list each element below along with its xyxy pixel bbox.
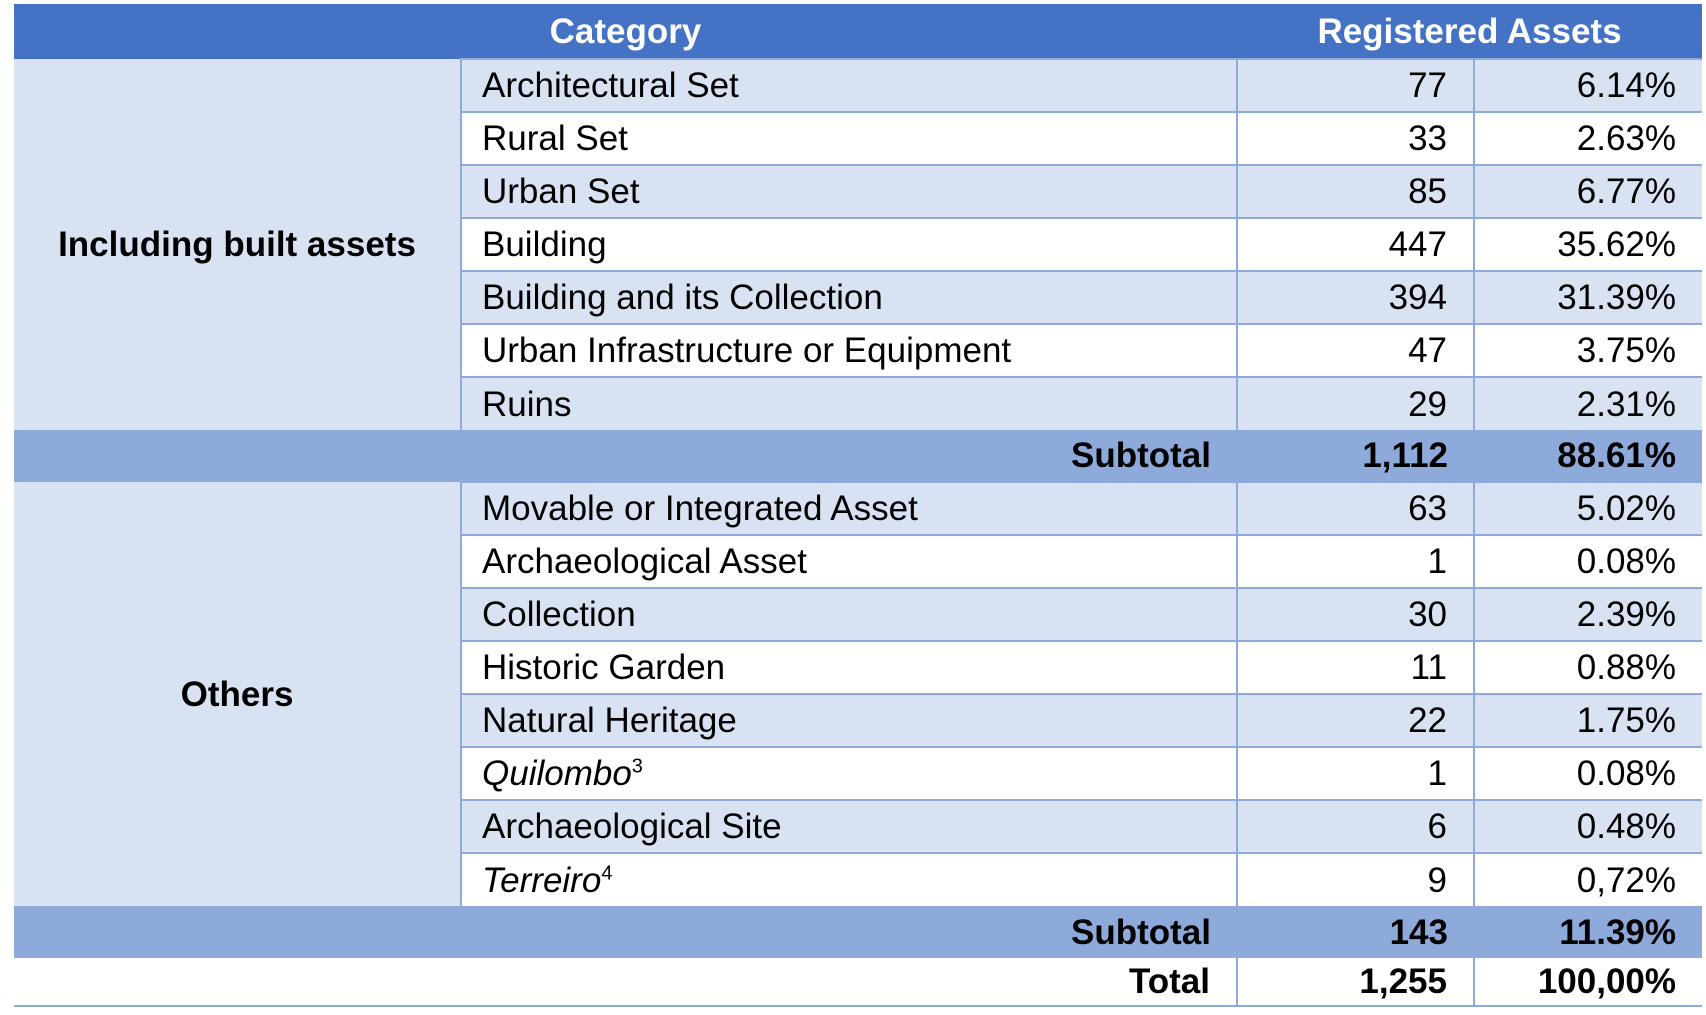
- header-category: Category: [14, 4, 1237, 59]
- header-registered-assets: Registered Assets: [1237, 4, 1702, 59]
- table-row: Terreiro4 9 0,72%: [14, 852, 1702, 906]
- category-name: Archaeological Asset: [482, 542, 807, 581]
- total-row: Total 1,255 100,00%: [14, 958, 1702, 1007]
- table-row: Urban Infrastructure or Equipment 47 3.75%: [14, 323, 1702, 377]
- category-name-cell: Building: [461, 217, 1238, 271]
- asset-percentage: 2.63%: [1474, 111, 1702, 165]
- table-row: Collection 30 2.39%: [14, 587, 1702, 641]
- table-row: Building and its Collection 394 31.39%: [14, 270, 1702, 324]
- category-name-cell: Archaeological Site: [461, 799, 1238, 853]
- table-row: Others Movable or Integrated Asset 63 5.02%: [14, 481, 1702, 906]
- asset-percentage: 2.31%: [1474, 376, 1702, 430]
- asset-count: 30: [1237, 587, 1475, 641]
- asset-percentage: 3.75%: [1474, 323, 1702, 377]
- category-name-cell: Terreiro4: [461, 852, 1238, 906]
- asset-count: 77: [1237, 58, 1475, 112]
- asset-count: 33: [1237, 111, 1475, 165]
- total-label: Total: [14, 958, 1238, 1007]
- asset-percentage: 35.62%: [1474, 217, 1702, 271]
- category-name: Rural Set: [482, 119, 628, 158]
- category-name: Ruins: [482, 384, 572, 424]
- total-percentage: 100,00%: [1474, 958, 1702, 1007]
- category-name: Architectural Set: [482, 66, 739, 105]
- subtotal-row: Subtotal 1,112 88.61%: [14, 430, 1702, 482]
- subtotal-percentage: 11.39%: [1474, 906, 1702, 958]
- asset-count: 394: [1237, 270, 1475, 324]
- category-name: Movable or Integrated Asset: [482, 489, 918, 528]
- asset-percentage: 0.08%: [1474, 534, 1702, 588]
- subtotal-label: Subtotal: [14, 906, 1237, 958]
- asset-count: 1: [1237, 746, 1475, 800]
- category-name: Urban Set: [482, 172, 640, 211]
- subtotal-count: 143: [1237, 906, 1474, 958]
- asset-percentage: 0.48%: [1474, 799, 1702, 853]
- asset-count: 85: [1237, 164, 1475, 218]
- category-name-cell: Collection: [461, 587, 1238, 641]
- category-name-cell: Rural Set: [461, 111, 1238, 165]
- table-row: Urban Set 85 6.77%: [14, 164, 1702, 218]
- asset-count: 1: [1237, 534, 1475, 588]
- category-name: Urban Infrastructure or Equipment: [482, 331, 1012, 370]
- asset-percentage: 5.02%: [1474, 481, 1702, 535]
- assets-table-container: Category Registered Assets Including bui…: [14, 4, 1702, 1007]
- asset-count: 447: [1237, 217, 1475, 271]
- category-name: Natural Heritage: [482, 701, 737, 740]
- asset-percentage: 0.88%: [1474, 640, 1702, 694]
- subtotal-label: Subtotal: [14, 430, 1237, 482]
- category-name: Terreiro: [482, 860, 602, 900]
- asset-count: 11: [1237, 640, 1475, 694]
- registered-assets-table: Category Registered Assets Including bui…: [14, 4, 1702, 1007]
- footnote-marker: 3: [631, 755, 643, 778]
- category-name-cell: Urban Infrastructure or Equipment: [461, 323, 1238, 377]
- category-name-cell: Movable or Integrated Asset: [461, 481, 1238, 535]
- asset-count: 6: [1237, 799, 1475, 853]
- category-name-cell: Archaeological Asset: [461, 534, 1238, 588]
- asset-count: 29: [1237, 376, 1475, 430]
- table-row: Archaeological Asset 1 0.08%: [14, 534, 1702, 588]
- group-label: Others: [14, 482, 462, 906]
- table-row: Quilombo3 1 0.08%: [14, 746, 1702, 800]
- table-row: Historic Garden 11 0.88%: [14, 640, 1702, 694]
- total-count: 1,255: [1237, 958, 1475, 1007]
- subtotal-row: Subtotal 143 11.39%: [14, 906, 1702, 958]
- category-name: Quilombo: [482, 754, 632, 793]
- table-row: Natural Heritage 22 1.75%: [14, 693, 1702, 747]
- category-name-cell: Historic Garden: [461, 640, 1238, 694]
- table-header-row: Category Registered Assets: [14, 4, 1702, 59]
- asset-percentage: 0,72%: [1474, 852, 1702, 906]
- category-name-cell: Ruins: [461, 376, 1238, 430]
- category-name-cell: Quilombo3: [461, 746, 1238, 800]
- table-row: Rural Set 33 2.63%: [14, 111, 1702, 165]
- category-name: Collection: [482, 595, 636, 634]
- asset-percentage: 1.75%: [1474, 693, 1702, 747]
- category-name-cell: Building and its Collection: [461, 270, 1238, 324]
- table-row: Building 447 35.62%: [14, 217, 1702, 271]
- category-name-cell: Natural Heritage: [461, 693, 1238, 747]
- asset-percentage: 31.39%: [1474, 270, 1702, 324]
- category-name: Building: [482, 225, 607, 264]
- subtotal-count: 1,112: [1237, 430, 1474, 482]
- table-body: Including built assets Architectural Set 7…: [14, 58, 1702, 1007]
- asset-count: 9: [1237, 852, 1475, 906]
- category-name: Archaeological Site: [482, 807, 782, 846]
- asset-percentage: 2.39%: [1474, 587, 1702, 641]
- asset-percentage: 0.08%: [1474, 746, 1702, 800]
- category-name: Building and its Collection: [482, 278, 883, 317]
- asset-count: 22: [1237, 693, 1475, 747]
- table-row: Archaeological Site 6 0.48%: [14, 799, 1702, 853]
- footnote-marker: 4: [601, 861, 613, 884]
- asset-count: 63: [1237, 481, 1475, 535]
- category-name-cell: Urban Set: [461, 164, 1238, 218]
- asset-percentage: 6.77%: [1474, 164, 1702, 218]
- group-label: Including built assets: [14, 59, 462, 430]
- asset-count: 47: [1237, 323, 1475, 377]
- asset-percentage: 6.14%: [1474, 58, 1702, 112]
- table-row: Ruins 29 2.31%: [14, 376, 1702, 430]
- table-row: Including built assets Architectural Set 7…: [14, 58, 1702, 430]
- subtotal-percentage: 88.61%: [1474, 430, 1702, 482]
- category-name: Historic Garden: [482, 648, 726, 687]
- category-name-cell: Architectural Set: [461, 58, 1238, 112]
